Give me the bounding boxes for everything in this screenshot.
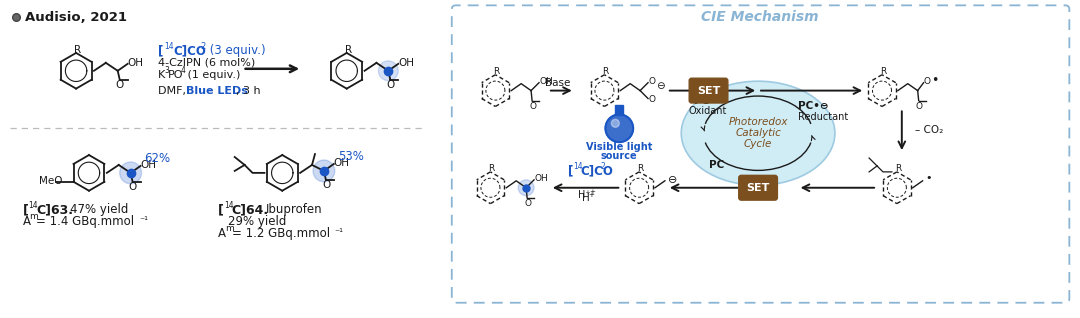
Text: Audisio, 2021: Audisio, 2021	[25, 11, 126, 24]
Text: ⊖: ⊖	[656, 81, 664, 91]
Text: O: O	[923, 77, 931, 86]
Text: 29% yield: 29% yield	[228, 215, 286, 228]
Text: OH: OH	[140, 160, 157, 170]
Text: C]64.: C]64.	[232, 203, 269, 216]
Text: [: [	[218, 203, 224, 216]
Text: O: O	[116, 80, 124, 90]
Text: PC•⊖: PC•⊖	[798, 101, 828, 112]
Text: = 1.4 GBq.mmol: = 1.4 GBq.mmol	[37, 215, 135, 228]
Text: 14: 14	[164, 43, 174, 52]
Text: ⊖: ⊖	[667, 175, 677, 185]
Text: O: O	[524, 199, 531, 208]
FancyBboxPatch shape	[451, 5, 1069, 303]
Text: O: O	[529, 102, 536, 111]
Text: 14: 14	[28, 201, 38, 210]
Text: PC*: PC*	[693, 95, 714, 106]
Text: m: m	[29, 212, 38, 221]
Text: A: A	[23, 215, 30, 228]
Text: Ibuprofen: Ibuprofen	[266, 203, 322, 216]
Text: R: R	[345, 45, 352, 55]
Text: Photoredox: Photoredox	[728, 117, 787, 127]
Text: 62%: 62%	[145, 151, 171, 164]
Text: = 1.2 GBq.mmol: = 1.2 GBq.mmol	[232, 227, 329, 240]
Text: O: O	[129, 182, 137, 192]
Text: •: •	[932, 74, 939, 87]
Text: OH: OH	[334, 158, 350, 168]
Text: ⁻¹: ⁻¹	[139, 217, 149, 226]
Text: m: m	[225, 224, 233, 233]
Text: 2: 2	[600, 162, 605, 171]
Ellipse shape	[681, 81, 835, 185]
Text: H: H	[582, 193, 590, 203]
Text: 14: 14	[573, 162, 583, 171]
Text: DMF,: DMF,	[159, 86, 190, 96]
Text: source: source	[600, 151, 637, 161]
Circle shape	[120, 162, 141, 184]
Text: K: K	[159, 70, 165, 80]
Circle shape	[518, 180, 534, 196]
Text: [: [	[159, 45, 164, 58]
Text: 2: 2	[200, 42, 205, 51]
Text: +: +	[590, 189, 595, 195]
Circle shape	[606, 114, 633, 142]
Text: C]CO: C]CO	[173, 45, 206, 58]
Text: 47% yield: 47% yield	[70, 203, 129, 216]
Text: SET: SET	[746, 183, 770, 193]
Text: O: O	[916, 102, 922, 111]
Text: R: R	[603, 67, 609, 76]
Text: A: A	[218, 227, 226, 240]
Text: PO: PO	[168, 70, 184, 80]
Text: OH: OH	[127, 58, 144, 68]
FancyBboxPatch shape	[689, 78, 728, 103]
Text: O: O	[387, 80, 394, 90]
Text: OH: OH	[534, 174, 548, 183]
Text: R: R	[895, 164, 901, 173]
Text: CIE Mechanism: CIE Mechanism	[701, 10, 819, 24]
Text: PC: PC	[708, 160, 724, 170]
Text: (1 equiv.): (1 equiv.)	[184, 70, 241, 80]
FancyBboxPatch shape	[739, 175, 778, 200]
Text: 4-CzIPN (6 mol%): 4-CzIPN (6 mol%)	[159, 58, 256, 68]
Text: H⁺: H⁺	[578, 190, 591, 200]
Circle shape	[313, 160, 335, 182]
Text: OH: OH	[539, 77, 553, 86]
Circle shape	[611, 119, 619, 127]
Text: – CO₂: – CO₂	[915, 125, 943, 135]
Text: OH: OH	[399, 58, 415, 68]
Text: , 3 h: , 3 h	[235, 86, 260, 96]
Text: Reductant: Reductant	[798, 112, 848, 122]
Text: (3 equiv.): (3 equiv.)	[206, 45, 266, 58]
Text: Oxidant: Oxidant	[689, 107, 727, 116]
Text: ⁻¹: ⁻¹	[335, 228, 343, 238]
Text: C]63.: C]63.	[37, 203, 73, 216]
Text: R: R	[488, 164, 495, 173]
Text: C]CO: C]CO	[581, 164, 613, 177]
Text: O: O	[648, 95, 656, 104]
FancyBboxPatch shape	[616, 106, 623, 115]
Text: 3: 3	[164, 66, 170, 75]
Circle shape	[378, 61, 399, 81]
Text: +: +	[589, 192, 594, 198]
Text: 53%: 53%	[338, 149, 364, 162]
Text: [: [	[23, 203, 28, 216]
Text: Base: Base	[545, 78, 570, 88]
Text: Catalytic: Catalytic	[735, 128, 781, 138]
Text: 4: 4	[180, 66, 185, 75]
Text: R: R	[637, 164, 644, 173]
Text: SET: SET	[697, 86, 720, 96]
Text: [: [	[568, 164, 573, 177]
Text: Blue LEDs: Blue LEDs	[186, 86, 248, 96]
Text: O: O	[648, 77, 656, 86]
Text: O: O	[322, 180, 330, 190]
Text: R: R	[75, 45, 81, 55]
Text: MeO: MeO	[39, 176, 63, 186]
Text: Visible light: Visible light	[586, 142, 652, 152]
Text: R: R	[494, 67, 500, 76]
Text: Cycle: Cycle	[744, 139, 772, 149]
Text: R: R	[880, 67, 887, 76]
Text: 14: 14	[224, 201, 233, 210]
Text: •: •	[926, 173, 932, 183]
